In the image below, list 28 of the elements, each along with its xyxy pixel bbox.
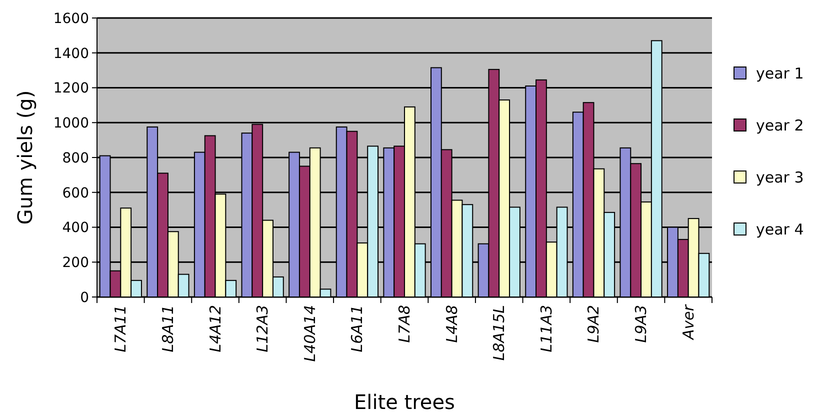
x-tick-label: L40A14: [300, 305, 319, 362]
x-axis-title: Elite trees: [354, 390, 455, 414]
y-tick-label: 800: [62, 150, 89, 166]
x-tick-label: Aver: [679, 304, 698, 341]
y-tick-label: 1200: [53, 80, 89, 97]
y-tick-label: 400: [62, 220, 89, 236]
x-tick-label: L11A3: [537, 305, 556, 352]
y-tick-label: 1400: [53, 46, 89, 62]
x-tick-label: L9A2: [584, 305, 603, 343]
x-tick-label: L7A11: [112, 305, 130, 352]
legend-label: year 2: [756, 116, 804, 134]
legend-label: year 4: [756, 220, 804, 238]
legend-label: year 3: [756, 168, 804, 186]
x-tick-label: L8A15L: [490, 305, 508, 361]
x-tick-label: L9A3: [632, 305, 650, 343]
y-tick-label: 200: [62, 255, 89, 272]
y-tick-label: 1000: [53, 116, 89, 132]
x-tick-label: L7A8: [396, 305, 414, 343]
legend-label: year 1: [756, 64, 804, 82]
y-tick-label: 600: [62, 185, 89, 202]
x-tick-label: L4A8: [442, 305, 461, 343]
y-tick-label: 1600: [53, 10, 89, 27]
x-tick-label: L12A3: [254, 305, 272, 352]
x-tick-label: L6A11: [348, 305, 366, 352]
x-tick-label: L4A12: [206, 305, 224, 352]
y-tick-label: 0: [80, 290, 89, 306]
x-tick-label: L8A11: [158, 305, 177, 352]
y-axis-title: Gum yiels (g): [13, 90, 37, 225]
